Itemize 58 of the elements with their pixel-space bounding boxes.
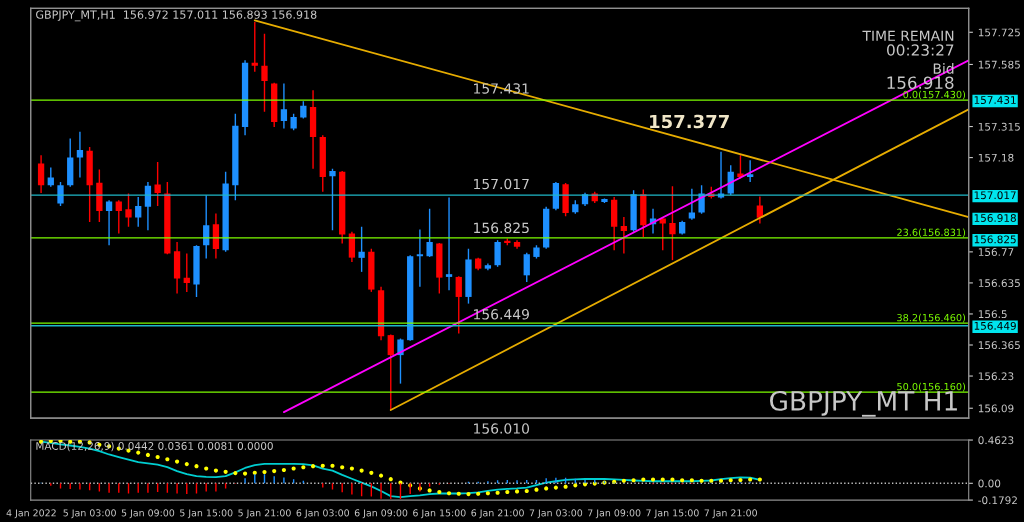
y-tick-label: -0.1792 bbox=[978, 496, 1017, 505]
annotation: Bid bbox=[933, 63, 954, 74]
x-tick-label: 7 Jan 21:00 bbox=[704, 509, 757, 519]
candlestick bbox=[329, 167, 336, 231]
y2-tick-label: 157.431 bbox=[974, 96, 1016, 104]
candlestick bbox=[669, 185, 676, 261]
x-tick-label: 5 Jan 21:00 bbox=[238, 509, 291, 519]
candlestick bbox=[125, 192, 132, 228]
x-tick-label: 5 Jan 03:00 bbox=[63, 509, 116, 519]
annotation: 157.377 bbox=[650, 114, 729, 129]
y-tick-label: 157.315 bbox=[978, 122, 1020, 131]
x-tick-label: 5 Jan 09:00 bbox=[121, 509, 175, 519]
y-tick-label: 0.4623 bbox=[978, 436, 1014, 445]
ref-line-label: 38.2(156.460) bbox=[897, 313, 966, 323]
candlestick bbox=[154, 161, 161, 207]
y-tick-label: 157.725 bbox=[978, 28, 1020, 37]
x-tick-label: 6 Jan 15:00 bbox=[413, 509, 466, 519]
x-tick-label: 6 Jan 03:00 bbox=[296, 509, 350, 519]
y-tick-label: 156.5 bbox=[978, 310, 1007, 319]
annotation: 156.825 bbox=[474, 222, 529, 234]
y-tick-label: 0.00 bbox=[978, 479, 1001, 488]
annotation: GBPJPY_MT H1 bbox=[770, 390, 957, 417]
candlestick bbox=[358, 226, 365, 273]
candlestick bbox=[193, 244, 200, 298]
x-tick-label: 7 Jan 09:00 bbox=[588, 509, 641, 519]
candlestick bbox=[630, 189, 637, 233]
x-tick-label: 7 Jan 03:00 bbox=[529, 509, 583, 519]
ref-line-label: 0.0(157.430) bbox=[903, 90, 966, 100]
candlestick bbox=[465, 247, 472, 305]
ref-line-label: 23.6(156.831) bbox=[897, 228, 966, 238]
x-tick-label: 4 Jan 2022 bbox=[6, 509, 56, 519]
y-tick-label: 156.365 bbox=[978, 341, 1020, 350]
candlestick bbox=[426, 207, 433, 258]
candlestick bbox=[562, 182, 569, 217]
ref-line-label: 50.0(156.160) bbox=[897, 382, 966, 392]
x-tick-label: 6 Jan 09:00 bbox=[354, 509, 408, 519]
annotation: 00:23:27 bbox=[887, 44, 954, 56]
text: 156.010 bbox=[474, 423, 530, 434]
x-tick-label: 6 Jan 21:00 bbox=[471, 509, 524, 519]
y-tick-label: 157.18 bbox=[978, 153, 1014, 162]
y-tick-label: 156.09 bbox=[978, 404, 1014, 413]
candlestick bbox=[737, 154, 744, 180]
x-tick-label: 5 Jan 15:00 bbox=[180, 509, 233, 519]
annotation: 157.017 bbox=[474, 178, 529, 190]
candlestick bbox=[494, 239, 501, 268]
annotation: GBPJPY_MT,H1 156.972 157.011 156.893 156.918 bbox=[36, 10, 317, 22]
y-tick-label: 156.635 bbox=[978, 279, 1020, 288]
y2-tick-label: 156.825 bbox=[974, 235, 1016, 244]
x-tick-label: 7 Jan 15:00 bbox=[646, 509, 699, 519]
y2-tick-label: 157.017 bbox=[974, 191, 1016, 200]
y-tick-label: 156.77 bbox=[978, 248, 1014, 256]
y-tick-label: 156.23 bbox=[978, 372, 1014, 381]
candlestick bbox=[261, 32, 268, 113]
y2-tick-label: 156.449 bbox=[974, 321, 1016, 330]
annotation: 156.449 bbox=[474, 309, 529, 320]
y-tick-label: 157.585 bbox=[978, 60, 1020, 69]
y2-tick-label: 156.918 bbox=[974, 214, 1016, 222]
annotation: TIME REMAIN bbox=[862, 30, 954, 41]
